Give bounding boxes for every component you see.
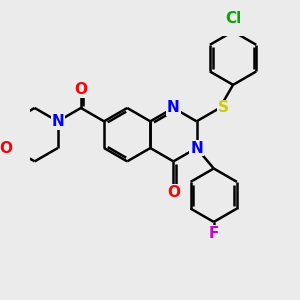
Text: Cl: Cl	[225, 11, 241, 26]
Text: N: N	[167, 100, 180, 116]
Text: O: O	[167, 185, 180, 200]
Text: O: O	[0, 140, 13, 155]
Text: N: N	[190, 140, 203, 155]
Text: S: S	[218, 100, 228, 116]
Text: F: F	[208, 226, 219, 241]
Text: O: O	[74, 82, 87, 97]
Text: N: N	[51, 114, 64, 129]
